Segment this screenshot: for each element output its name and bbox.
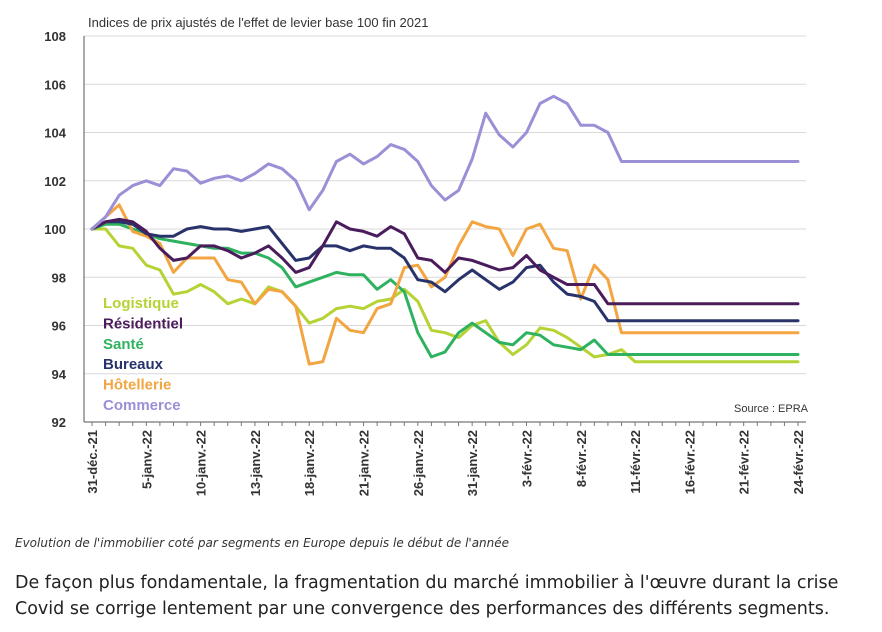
series-line-logistique <box>90 227 800 364</box>
x-tick-label: 31-janv.-22 <box>465 430 480 496</box>
x-tick-label: 21-janv.-22 <box>357 430 372 496</box>
legend-entry: Commerce <box>103 397 181 414</box>
y-tick-label: 94 <box>52 367 67 382</box>
x-tick-label: 10-janv.-22 <box>194 430 209 496</box>
x-tick-label: 16-févr.-22 <box>682 430 697 494</box>
y-tick-label: 108 <box>44 29 66 44</box>
y-tick-label: 96 <box>52 319 66 334</box>
x-tick-label: 13-janv.-22 <box>248 430 263 496</box>
line-chart: Indices de prix ajustés de l'effet de le… <box>44 15 809 496</box>
legend-entry: Hôtellerie <box>103 377 171 394</box>
paragraph-line-1: De façon plus fondamentale, la fragmenta… <box>15 573 839 593</box>
legend-entry: Santé <box>103 336 144 353</box>
x-tick-label: 21-févr.-22 <box>737 430 752 494</box>
series-line-résidentiel <box>90 217 800 306</box>
x-tick-label: 8-févr.-22 <box>574 430 589 487</box>
series-lines <box>90 94 800 366</box>
x-tick-label: 11-févr.-22 <box>628 430 643 494</box>
y-axis-tick-labels: 92 94 96 98 100 102 104 106 108 <box>44 29 66 430</box>
chart-title: Indices de prix ajustés de l'effet de le… <box>88 15 428 30</box>
y-tick-label: 102 <box>44 174 66 189</box>
legend-entry: Logistique <box>103 295 179 312</box>
x-tick-label: 26-janv.-22 <box>411 430 426 496</box>
paragraph-line-2: Covid se corrige lentement par une conve… <box>15 599 830 619</box>
legend-entry: Bureaux <box>103 356 164 373</box>
y-tick-label: 104 <box>44 126 66 141</box>
article-paragraph: De façon plus fondamentale, la fragmenta… <box>15 570 875 622</box>
x-tick-label: 3-févr.-22 <box>519 430 534 487</box>
series-line-commerce <box>90 94 800 231</box>
legend: Logistique Résidentiel Santé Bureaux Hôtelle… <box>103 295 183 414</box>
y-tick-label: 100 <box>44 222 66 237</box>
x-axis: 31-déc.-21 5-janv.-22 10-janv.-22 13-janv.-… <box>83 36 806 496</box>
series-line-bureaux <box>90 220 800 323</box>
figure-caption: Evolution de l'immobilier coté par segme… <box>15 536 510 550</box>
y-tick-label: 106 <box>44 77 66 92</box>
y-tick-label: 92 <box>52 415 66 430</box>
series-line-hôtellerie <box>90 203 800 366</box>
legend-entry: Résidentiel <box>103 315 183 332</box>
x-tick-label: 24-févr.-22 <box>791 430 806 494</box>
series-line-santé <box>90 222 800 359</box>
x-tick-label: 18-janv.-22 <box>302 430 317 496</box>
x-tick-label: 31-déc.-21 <box>85 430 100 494</box>
y-gridlines <box>84 35 806 375</box>
y-tick-label: 98 <box>52 270 66 285</box>
x-tick-label: 5-janv.-22 <box>139 430 154 489</box>
source-note: Source : EPRA <box>734 403 809 415</box>
